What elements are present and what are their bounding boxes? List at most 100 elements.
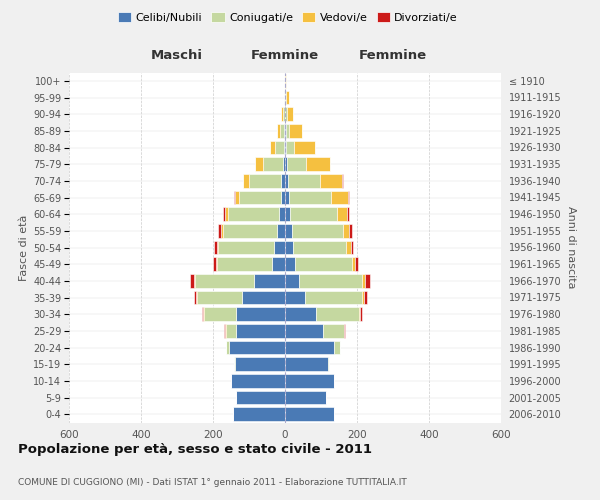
Bar: [285, 290, 305, 304]
Bar: [285, 90, 286, 104]
Bar: [226, 340, 229, 354]
Bar: [347, 208, 349, 221]
Bar: [249, 174, 281, 188]
Bar: [203, 308, 204, 321]
Bar: [285, 158, 287, 171]
Bar: [234, 190, 235, 204]
Bar: [285, 224, 292, 237]
Bar: [223, 208, 225, 221]
Bar: [283, 158, 285, 171]
Bar: [289, 124, 302, 138]
Bar: [218, 224, 221, 237]
Bar: [196, 290, 197, 304]
Bar: [225, 208, 228, 221]
Bar: [285, 240, 293, 254]
Bar: [194, 274, 195, 287]
Bar: [229, 340, 285, 354]
Bar: [278, 208, 285, 221]
Bar: [190, 274, 194, 287]
Bar: [242, 174, 249, 188]
Bar: [254, 274, 285, 287]
Bar: [269, 140, 275, 154]
Bar: [233, 408, 285, 421]
Bar: [255, 158, 263, 171]
Bar: [344, 324, 345, 338]
Bar: [226, 324, 236, 338]
Bar: [364, 290, 367, 304]
Bar: [281, 108, 283, 121]
Bar: [362, 290, 364, 304]
Bar: [305, 290, 362, 304]
Bar: [277, 224, 285, 237]
Bar: [285, 190, 289, 204]
Bar: [285, 140, 286, 154]
Bar: [285, 308, 316, 321]
Bar: [285, 358, 328, 371]
Bar: [365, 274, 370, 287]
Bar: [285, 208, 290, 221]
Bar: [305, 158, 330, 171]
Text: Maschi: Maschi: [151, 49, 203, 62]
Bar: [285, 324, 323, 338]
Bar: [288, 174, 320, 188]
Bar: [277, 124, 280, 138]
Bar: [281, 174, 285, 188]
Bar: [242, 290, 285, 304]
Bar: [286, 124, 289, 138]
Bar: [286, 90, 289, 104]
Bar: [235, 190, 239, 204]
Bar: [275, 140, 284, 154]
Bar: [323, 324, 344, 338]
Bar: [287, 158, 305, 171]
Bar: [316, 308, 359, 321]
Bar: [328, 358, 329, 371]
Bar: [289, 190, 331, 204]
Bar: [217, 240, 218, 254]
Y-axis label: Fasce di età: Fasce di età: [19, 214, 29, 280]
Bar: [263, 158, 283, 171]
Bar: [285, 374, 334, 388]
Bar: [197, 290, 242, 304]
Bar: [359, 308, 360, 321]
Bar: [286, 108, 287, 121]
Bar: [285, 340, 334, 354]
Bar: [281, 190, 285, 204]
Bar: [294, 140, 315, 154]
Bar: [343, 224, 349, 237]
Bar: [235, 358, 285, 371]
Bar: [349, 224, 352, 237]
Bar: [274, 240, 285, 254]
Bar: [286, 140, 294, 154]
Bar: [217, 258, 272, 271]
Bar: [285, 174, 288, 188]
Bar: [280, 124, 284, 138]
Bar: [236, 390, 285, 404]
Bar: [285, 74, 286, 88]
Bar: [218, 240, 274, 254]
Bar: [346, 240, 350, 254]
Bar: [231, 374, 285, 388]
Bar: [293, 240, 346, 254]
Legend: Celibi/Nubili, Coniugati/e, Vedovi/e, Divorziati/e: Celibi/Nubili, Coniugati/e, Vedovi/e, Di…: [113, 8, 463, 28]
Bar: [236, 324, 285, 338]
Bar: [214, 240, 217, 254]
Bar: [195, 274, 254, 287]
Bar: [342, 174, 343, 188]
Bar: [287, 108, 293, 121]
Text: COMUNE DI CUGGIONO (MI) - Dati ISTAT 1° gennaio 2011 - Elaborazione TUTTITALIA.I: COMUNE DI CUGGIONO (MI) - Dati ISTAT 1° …: [18, 478, 407, 487]
Bar: [355, 258, 358, 271]
Bar: [284, 140, 285, 154]
Bar: [285, 390, 326, 404]
Bar: [225, 324, 226, 338]
Text: Femmine: Femmine: [251, 49, 319, 62]
Bar: [284, 90, 285, 104]
Bar: [285, 274, 299, 287]
Bar: [350, 240, 353, 254]
Bar: [337, 208, 347, 221]
Bar: [234, 358, 235, 371]
Bar: [236, 308, 285, 321]
Bar: [331, 190, 348, 204]
Bar: [228, 208, 278, 221]
Bar: [285, 124, 286, 138]
Bar: [204, 308, 236, 321]
